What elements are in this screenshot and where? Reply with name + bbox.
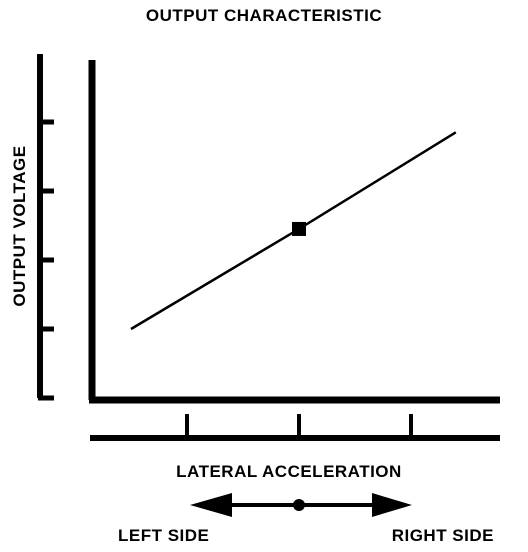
direction-arrow xyxy=(190,493,412,517)
data-point-marker-0 xyxy=(292,221,306,236)
right-arrowhead xyxy=(372,493,412,517)
arrow-center-dot xyxy=(293,499,305,511)
right-side-label: RIGHT SIDE xyxy=(391,526,494,545)
left-side-label: LEFT SIDE xyxy=(118,526,210,545)
x-axis-label: LATERAL ACCELERATION xyxy=(176,462,402,481)
chart-title: OUTPUT CHARACTERISTIC xyxy=(145,6,383,25)
left-arrowhead xyxy=(190,493,232,517)
